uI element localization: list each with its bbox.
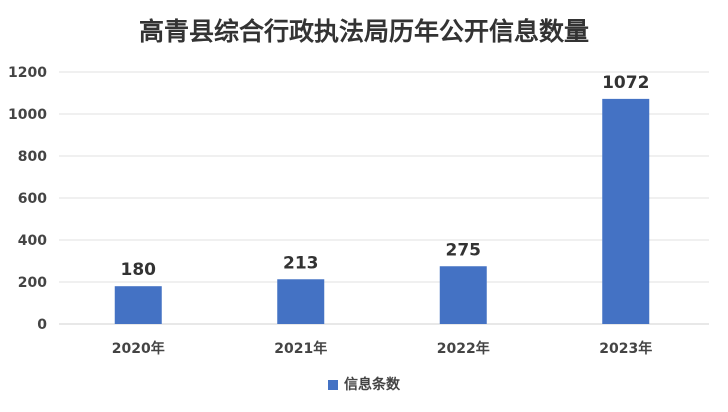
y-tick-label: 400 — [18, 233, 47, 249]
bar — [439, 266, 487, 324]
y-tick-label: 800 — [18, 149, 47, 165]
x-tick-label: 2021年 — [274, 340, 327, 357]
bar — [114, 286, 162, 324]
legend-label: 信息条数 — [344, 377, 400, 393]
data-label: 275 — [446, 240, 482, 260]
y-tick-label: 1200 — [8, 65, 47, 81]
y-tick-label: 200 — [18, 275, 47, 291]
x-tick-label: 2022年 — [437, 340, 490, 357]
legend-swatch — [328, 380, 338, 390]
data-label: 1072 — [602, 73, 649, 93]
legend: 信息条数 — [0, 374, 728, 394]
x-tick-label: 2020年 — [112, 340, 165, 357]
x-tick-label: 2023年 — [599, 340, 652, 357]
data-label: 180 — [121, 260, 157, 280]
bar — [277, 279, 325, 324]
y-tick-label: 600 — [18, 191, 47, 207]
data-label: 213 — [283, 253, 319, 273]
y-tick-label: 1000 — [8, 107, 47, 123]
y-tick-label: 0 — [37, 317, 47, 333]
bar — [602, 98, 650, 324]
chart-title: 高青县综合行政执法局历年公开信息数量 — [138, 17, 589, 46]
